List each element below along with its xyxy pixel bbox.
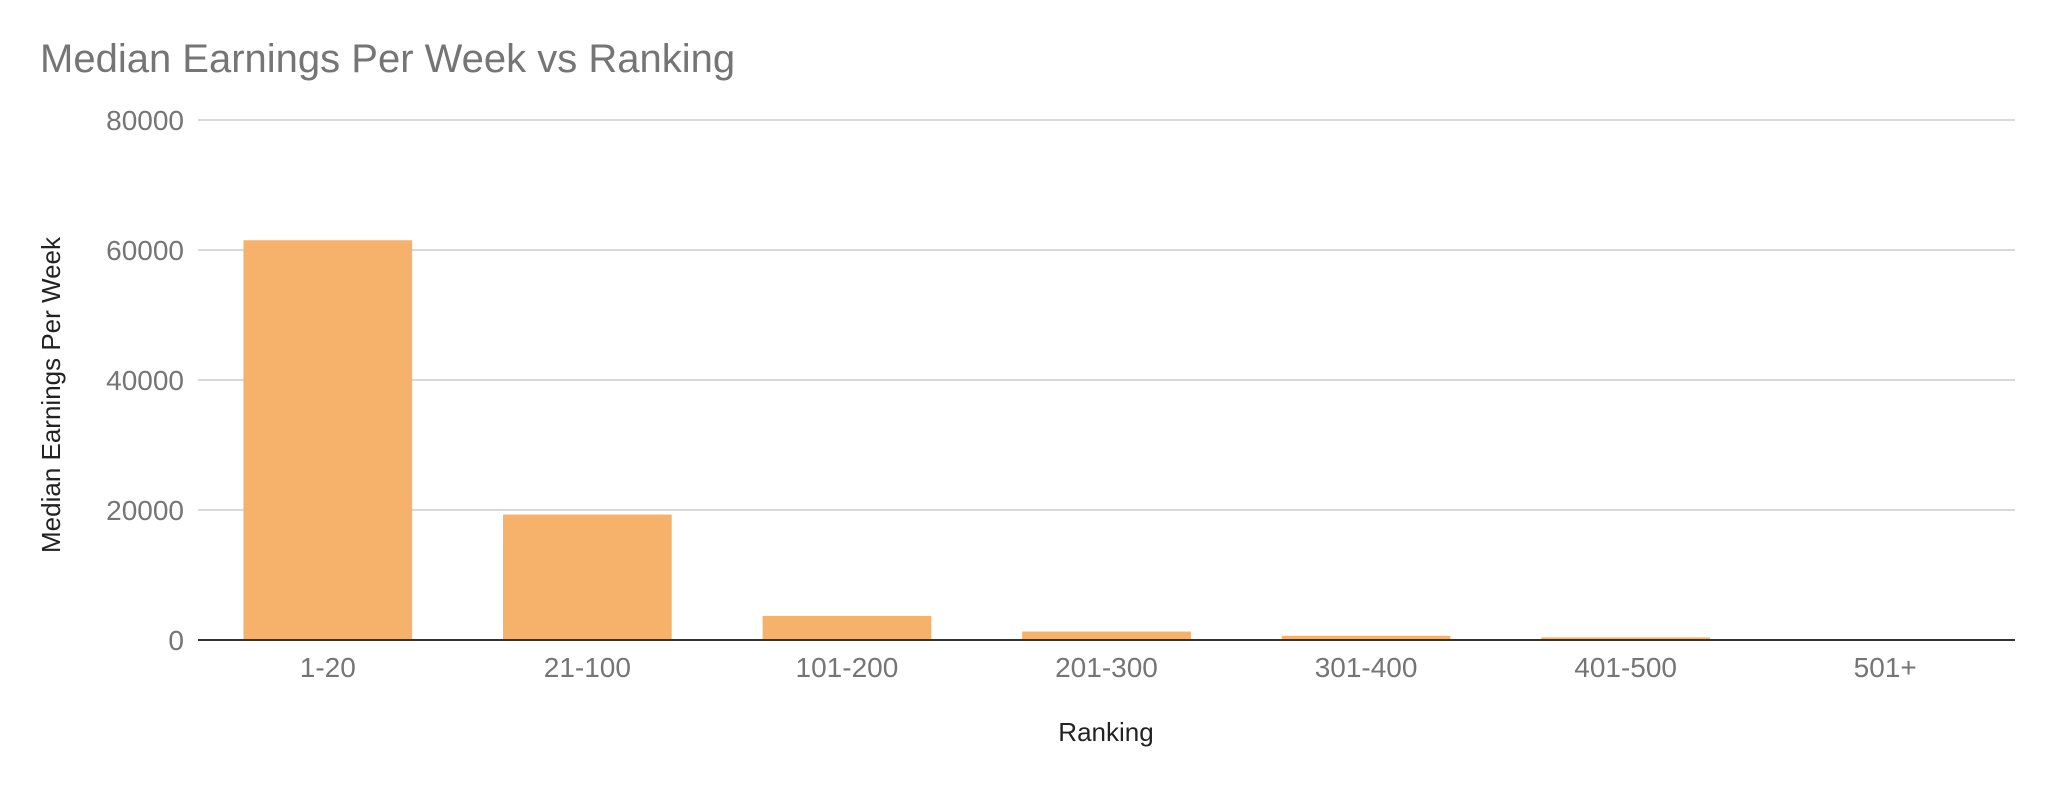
y-tick-label: 60000 bbox=[106, 235, 184, 266]
x-tick-label: 501+ bbox=[1854, 652, 1917, 683]
x-tick-label: 401-500 bbox=[1574, 652, 1677, 683]
x-axis-title: Ranking bbox=[1058, 717, 1153, 747]
chart-title: Median Earnings Per Week vs Ranking bbox=[40, 37, 735, 81]
x-tick-label: 301-400 bbox=[1315, 652, 1418, 683]
y-tick-label: 40000 bbox=[106, 365, 184, 396]
bar-301-400 bbox=[1281, 635, 1451, 640]
gridlines bbox=[198, 119, 2015, 511]
x-tick-label: 201-300 bbox=[1055, 652, 1158, 683]
x-axis-ticks: 1-20 21-100 101-200 201-300 301-400 401-500 50… bbox=[300, 652, 1917, 683]
x-tick-label: 1-20 bbox=[300, 652, 356, 683]
y-tick-label: 0 bbox=[168, 625, 184, 656]
x-tick-label: 21-100 bbox=[544, 652, 631, 683]
y-axis-title: Median Earnings Per Week bbox=[36, 236, 66, 553]
y-tick-label: 80000 bbox=[106, 105, 184, 136]
bars bbox=[243, 240, 1970, 640]
bar-21-100 bbox=[502, 514, 672, 640]
bar-201-300 bbox=[1022, 631, 1191, 640]
bar-401-500 bbox=[1541, 637, 1711, 640]
x-tick-label: 101-200 bbox=[796, 652, 899, 683]
y-tick-label: 20000 bbox=[106, 495, 184, 526]
bar-101-200 bbox=[762, 615, 932, 640]
y-axis-ticks: 0 20000 40000 60000 80000 bbox=[106, 105, 184, 656]
bar-1-20 bbox=[243, 240, 413, 640]
